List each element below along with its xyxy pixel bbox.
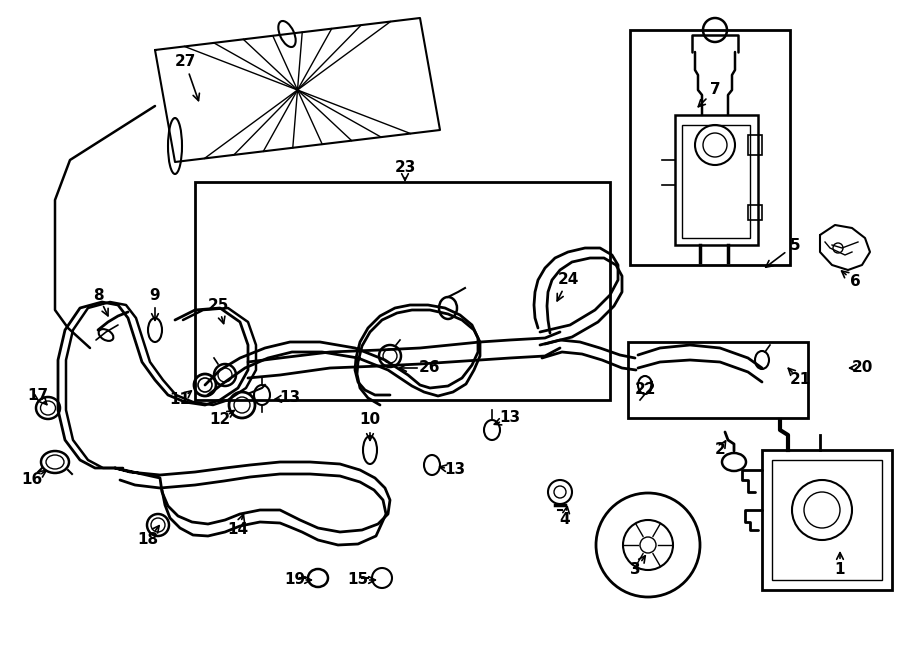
Text: 7: 7 bbox=[710, 83, 720, 98]
Text: 13: 13 bbox=[500, 410, 520, 426]
Text: 16: 16 bbox=[22, 473, 42, 488]
Text: 13: 13 bbox=[445, 463, 465, 477]
Text: 14: 14 bbox=[228, 522, 248, 537]
Text: 4: 4 bbox=[560, 512, 571, 527]
Text: 11: 11 bbox=[169, 393, 191, 407]
Text: 27: 27 bbox=[175, 54, 195, 69]
Text: 6: 6 bbox=[850, 274, 860, 290]
Text: 23: 23 bbox=[394, 161, 416, 176]
Text: 20: 20 bbox=[851, 360, 873, 375]
Text: 25: 25 bbox=[207, 297, 229, 313]
Text: 1: 1 bbox=[835, 563, 845, 578]
Bar bbox=[762, 450, 892, 590]
Bar bbox=[748, 205, 762, 220]
Bar bbox=[628, 342, 808, 418]
Text: 10: 10 bbox=[359, 412, 381, 428]
Text: 2: 2 bbox=[715, 442, 725, 457]
Text: 19: 19 bbox=[284, 572, 306, 588]
Bar bbox=[772, 460, 882, 580]
Bar bbox=[675, 115, 758, 245]
Text: 15: 15 bbox=[347, 572, 369, 588]
Text: 13: 13 bbox=[279, 391, 301, 405]
Bar bbox=[682, 125, 750, 238]
Text: 26: 26 bbox=[419, 360, 441, 375]
Text: 5: 5 bbox=[789, 237, 800, 253]
Text: 12: 12 bbox=[210, 412, 230, 428]
Text: 3: 3 bbox=[630, 563, 640, 578]
Text: 24: 24 bbox=[557, 272, 579, 288]
Bar bbox=[630, 30, 790, 265]
Bar bbox=[195, 182, 610, 400]
Text: 21: 21 bbox=[789, 373, 811, 387]
Text: 8: 8 bbox=[93, 288, 104, 303]
Text: 22: 22 bbox=[634, 383, 656, 397]
Text: 9: 9 bbox=[149, 288, 160, 303]
Text: 17: 17 bbox=[27, 387, 49, 403]
Bar bbox=[748, 135, 762, 155]
Text: 18: 18 bbox=[138, 533, 158, 547]
